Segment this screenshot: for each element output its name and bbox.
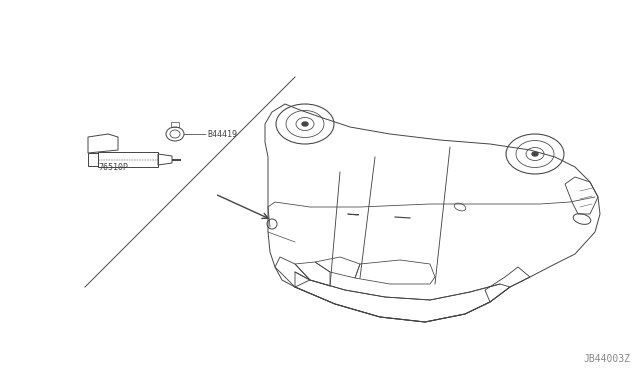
Text: 76510P: 76510P [98,163,128,172]
Bar [88,153,98,166]
Ellipse shape [532,152,538,156]
Ellipse shape [302,122,308,126]
Text: B44419: B44419 [207,129,237,138]
Text: JB44003Z: JB44003Z [583,354,630,364]
Bar [98,152,158,167]
